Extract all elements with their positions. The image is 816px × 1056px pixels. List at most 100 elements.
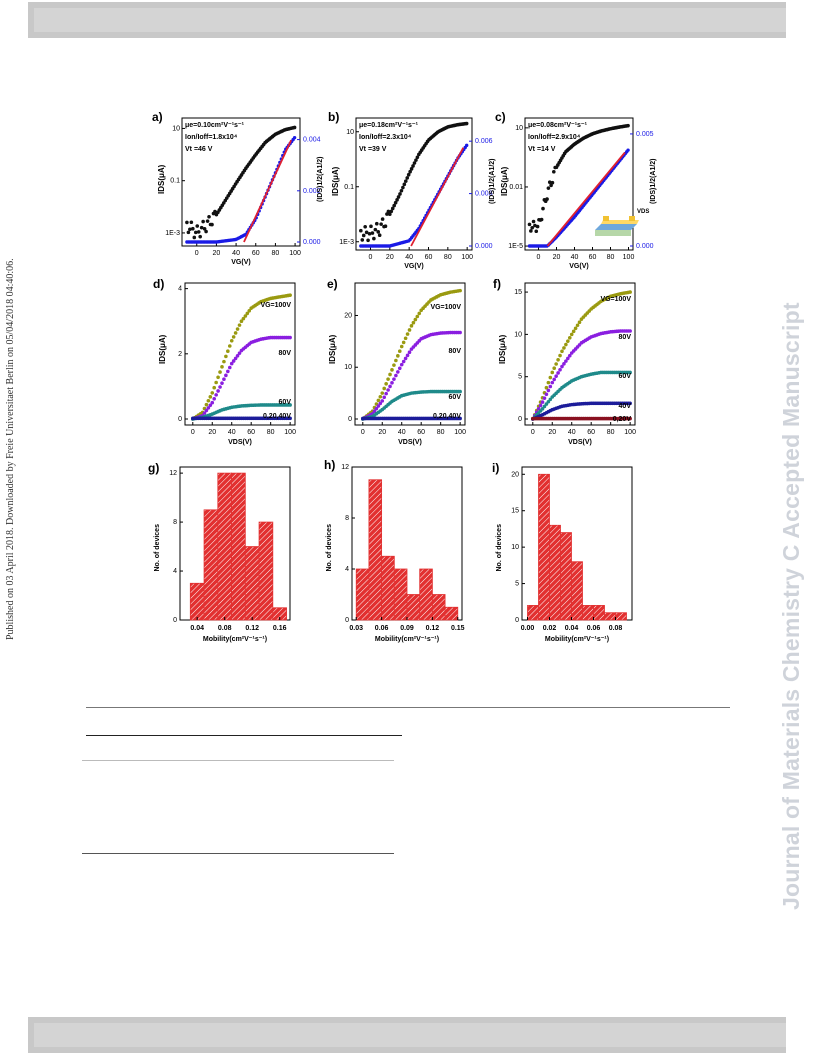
output-point-80V [540,400,545,404]
output-point-VG100V [388,372,392,377]
inset-vds-label: VDS [637,209,649,215]
output-point-80V [388,384,392,389]
output-point-VG100V [216,375,220,380]
histogram-bar [419,568,433,621]
y2-tick-label: 0.000 [636,243,654,250]
x-tick-label: 80 [437,429,445,436]
y-tick-label: 8 [173,519,177,526]
y2-tick-label: 0.005 [636,131,654,138]
output-point-VG100V [397,349,402,353]
ids-point [379,222,383,226]
x-tick-label: 20 [208,429,216,436]
histogram-bar [381,555,395,621]
ids-point [396,195,401,199]
output-point-80V [372,409,377,414]
panel-letter-a: a) [152,110,163,124]
ids-point [550,180,555,185]
x-tick-label: 0 [537,254,541,261]
x-tick-label: 60 [247,429,255,436]
ids-point [372,236,376,241]
panel-letter-f: f) [493,277,501,291]
output-point-VG100V [564,342,568,347]
output-point-VG100V [558,353,562,358]
output-point-VG100V [405,332,410,336]
curve-label: 60V [619,373,632,380]
ids-point [541,206,545,211]
output-point-80V [386,388,390,392]
x-tick-label: 80 [444,254,452,261]
histogram-bar [571,561,583,621]
y-tick-label: 4 [178,286,182,293]
ids-point [626,123,630,128]
ids-point [529,229,533,233]
on-off-label: Ion/Ioff=2.3x10⁴ [359,134,412,141]
x-axis-label: VDS(V) [398,439,422,446]
curve-label: 80V [449,348,462,355]
panel-letter-g: g) [148,461,159,475]
panel-f: f) 0 20 40 60 80 100 0 5 10 15 VG=100V 80V 60V 40V 0,20… [493,277,636,446]
y-tick-label: 0 [348,416,352,423]
output-point-80V [405,353,410,358]
curve-label: 80V [619,334,632,341]
ids-point [395,198,399,202]
output-point-VG100V [233,331,238,335]
x-axis-label: Mobility(cm²V⁻¹s⁻¹) [203,636,267,643]
output-point-80V [212,396,217,401]
output-point-80V [544,392,549,397]
panel-d: d) 0 20 40 60 80 100 0 2 4 VG=100V 80V 60V 0,20,40V VD… [153,277,296,446]
curve-label: 0,20,40V [433,413,461,420]
panel-frame [524,117,634,251]
x-tick-label: 60 [417,429,425,436]
x-tick-label: 0 [369,254,373,261]
output-point-80V [567,353,572,358]
y-axis-label: IDS(μA) [328,334,337,364]
linear-fit-line [410,147,465,247]
on-off-label: Ion/Ioff=2.9x10⁴ [528,134,581,141]
y2-axis-label: (IDS)1/2(A1/2) [650,158,657,204]
table-rule-top [86,735,402,736]
ids-point [408,169,412,174]
y2-tick-label: 0.000 [475,243,493,250]
ids-point [546,186,551,190]
y-tick-label: 12 [169,470,177,477]
output-point-80V [231,359,236,363]
y-axis-label: IDS(μA) [158,334,167,364]
output-point-VG100V [399,344,404,349]
ids-point [364,230,369,235]
output-point-VG100V [384,382,388,386]
output-point-80V [542,396,547,400]
histogram-bar [244,546,260,621]
panel-letter-i: i) [492,461,499,475]
y2-tick-label: 0.004 [303,137,321,144]
output-point-VG100V [548,375,553,380]
panel-letter-d: d) [153,277,164,291]
x-tick-label: 20 [548,429,556,436]
output-point-60V [544,402,549,406]
x-tick-label: 100 [289,250,301,257]
panel-c: c) 0 20 40 60 80 100 1E-5 0.01 10 0.000 0.005 μe=0.0… [495,110,657,270]
output-point-80V [628,329,632,333]
output-point-VG100V [380,391,385,395]
output-point-80V [560,364,564,369]
publication-note: Published on 03 April 2018. Downloaded b… [5,258,16,640]
ids-point [405,176,410,180]
x-tick-label: 0.09 [400,625,414,632]
x-axis-label: VDS(V) [568,439,592,446]
output-point-80V [229,361,234,366]
x-tick-label: 0.12 [245,625,259,632]
output-point-80V [399,362,404,367]
y-tick-label: 0 [345,617,349,624]
x-tick-label: 40 [228,429,236,436]
ids-point [205,219,210,223]
histogram-bar [615,612,627,621]
output-point-80V [227,365,232,370]
panel-a: a) 0 20 40 60 80 100 1E-3 0.1 10 0.000 0.002 0.004 μe… [152,110,324,266]
table-rule-mid [82,760,394,761]
x-tick-label: 0 [531,429,535,436]
output-point-80V [380,399,385,403]
output-point-80V [458,330,462,335]
panel-letter-e: e) [327,277,338,291]
output-point-VG100V [222,359,226,364]
histogram-bar [560,532,572,621]
output-point-VG100V [235,327,240,331]
